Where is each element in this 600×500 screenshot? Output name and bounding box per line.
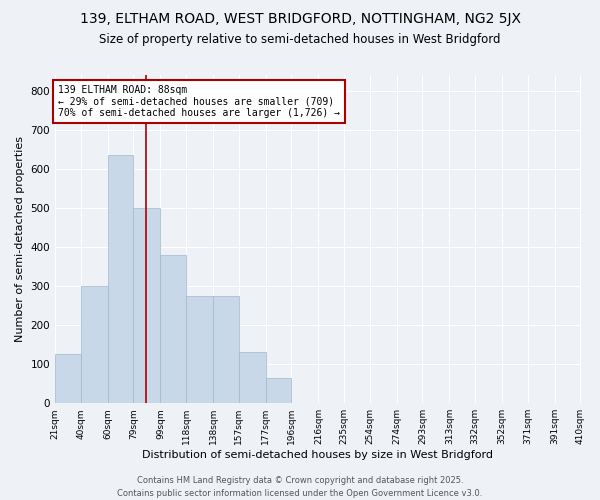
X-axis label: Distribution of semi-detached houses by size in West Bridgford: Distribution of semi-detached houses by … (142, 450, 493, 460)
Bar (160, 254, 186, 403)
Bar (81, 286, 108, 403)
Bar (266, 378, 292, 403)
Text: Size of property relative to semi-detached houses in West Bridgford: Size of property relative to semi-detach… (99, 32, 501, 46)
Text: 139, ELTHAM ROAD, WEST BRIDGFORD, NOTTINGHAM, NG2 5JX: 139, ELTHAM ROAD, WEST BRIDGFORD, NOTTIN… (79, 12, 521, 26)
Y-axis label: Number of semi-detached properties: Number of semi-detached properties (15, 136, 25, 342)
Text: Contains HM Land Registry data © Crown copyright and database right 2025.
Contai: Contains HM Land Registry data © Crown c… (118, 476, 482, 498)
Bar (239, 352, 266, 403)
Bar (55, 354, 81, 403)
Text: 139 ELTHAM ROAD: 88sqm
← 29% of semi-detached houses are smaller (709)
70% of se: 139 ELTHAM ROAD: 88sqm ← 29% of semi-det… (58, 85, 340, 118)
Bar (108, 155, 133, 403)
Bar (133, 208, 160, 403)
Bar (186, 296, 213, 403)
Bar (213, 296, 239, 403)
